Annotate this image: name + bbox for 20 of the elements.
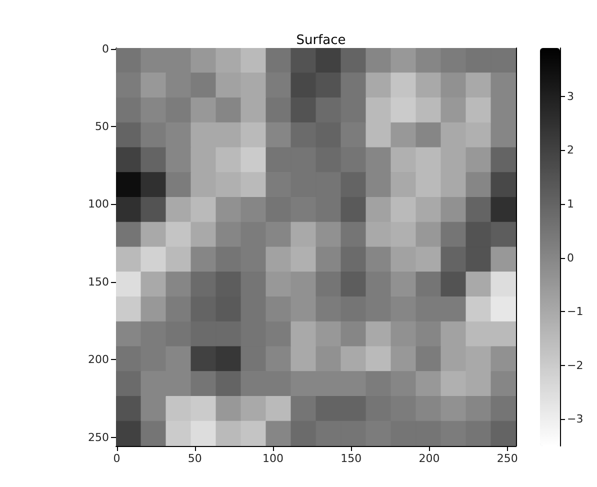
y-tick-label: 250	[88, 430, 109, 444]
x-tick-label: 50	[188, 452, 202, 465]
color-bar-label: 0	[567, 251, 574, 264]
x-tick-label: 0	[113, 452, 120, 465]
color-bar-label: −1	[567, 305, 584, 318]
chart-title: Surface	[296, 33, 346, 48]
y-tick-label: 100	[88, 198, 109, 211]
y-tick-label: 150	[88, 275, 109, 288]
x-tick-label: 100	[262, 452, 284, 465]
y-tick-label: 50	[95, 120, 109, 134]
color-bar-label: 2	[567, 144, 574, 157]
x-tick-label: 150	[340, 452, 362, 465]
color-bar-label: −3	[567, 412, 584, 426]
y-tick-label: 200	[88, 353, 109, 366]
x-tick-label: 200	[418, 452, 440, 465]
x-tick-label: 250	[496, 452, 518, 465]
color-bar-label: −2	[567, 358, 584, 372]
y-tick-label: 0	[102, 42, 109, 56]
color-bar-label: 3	[567, 90, 574, 103]
color-bar-label: 1	[567, 197, 574, 210]
